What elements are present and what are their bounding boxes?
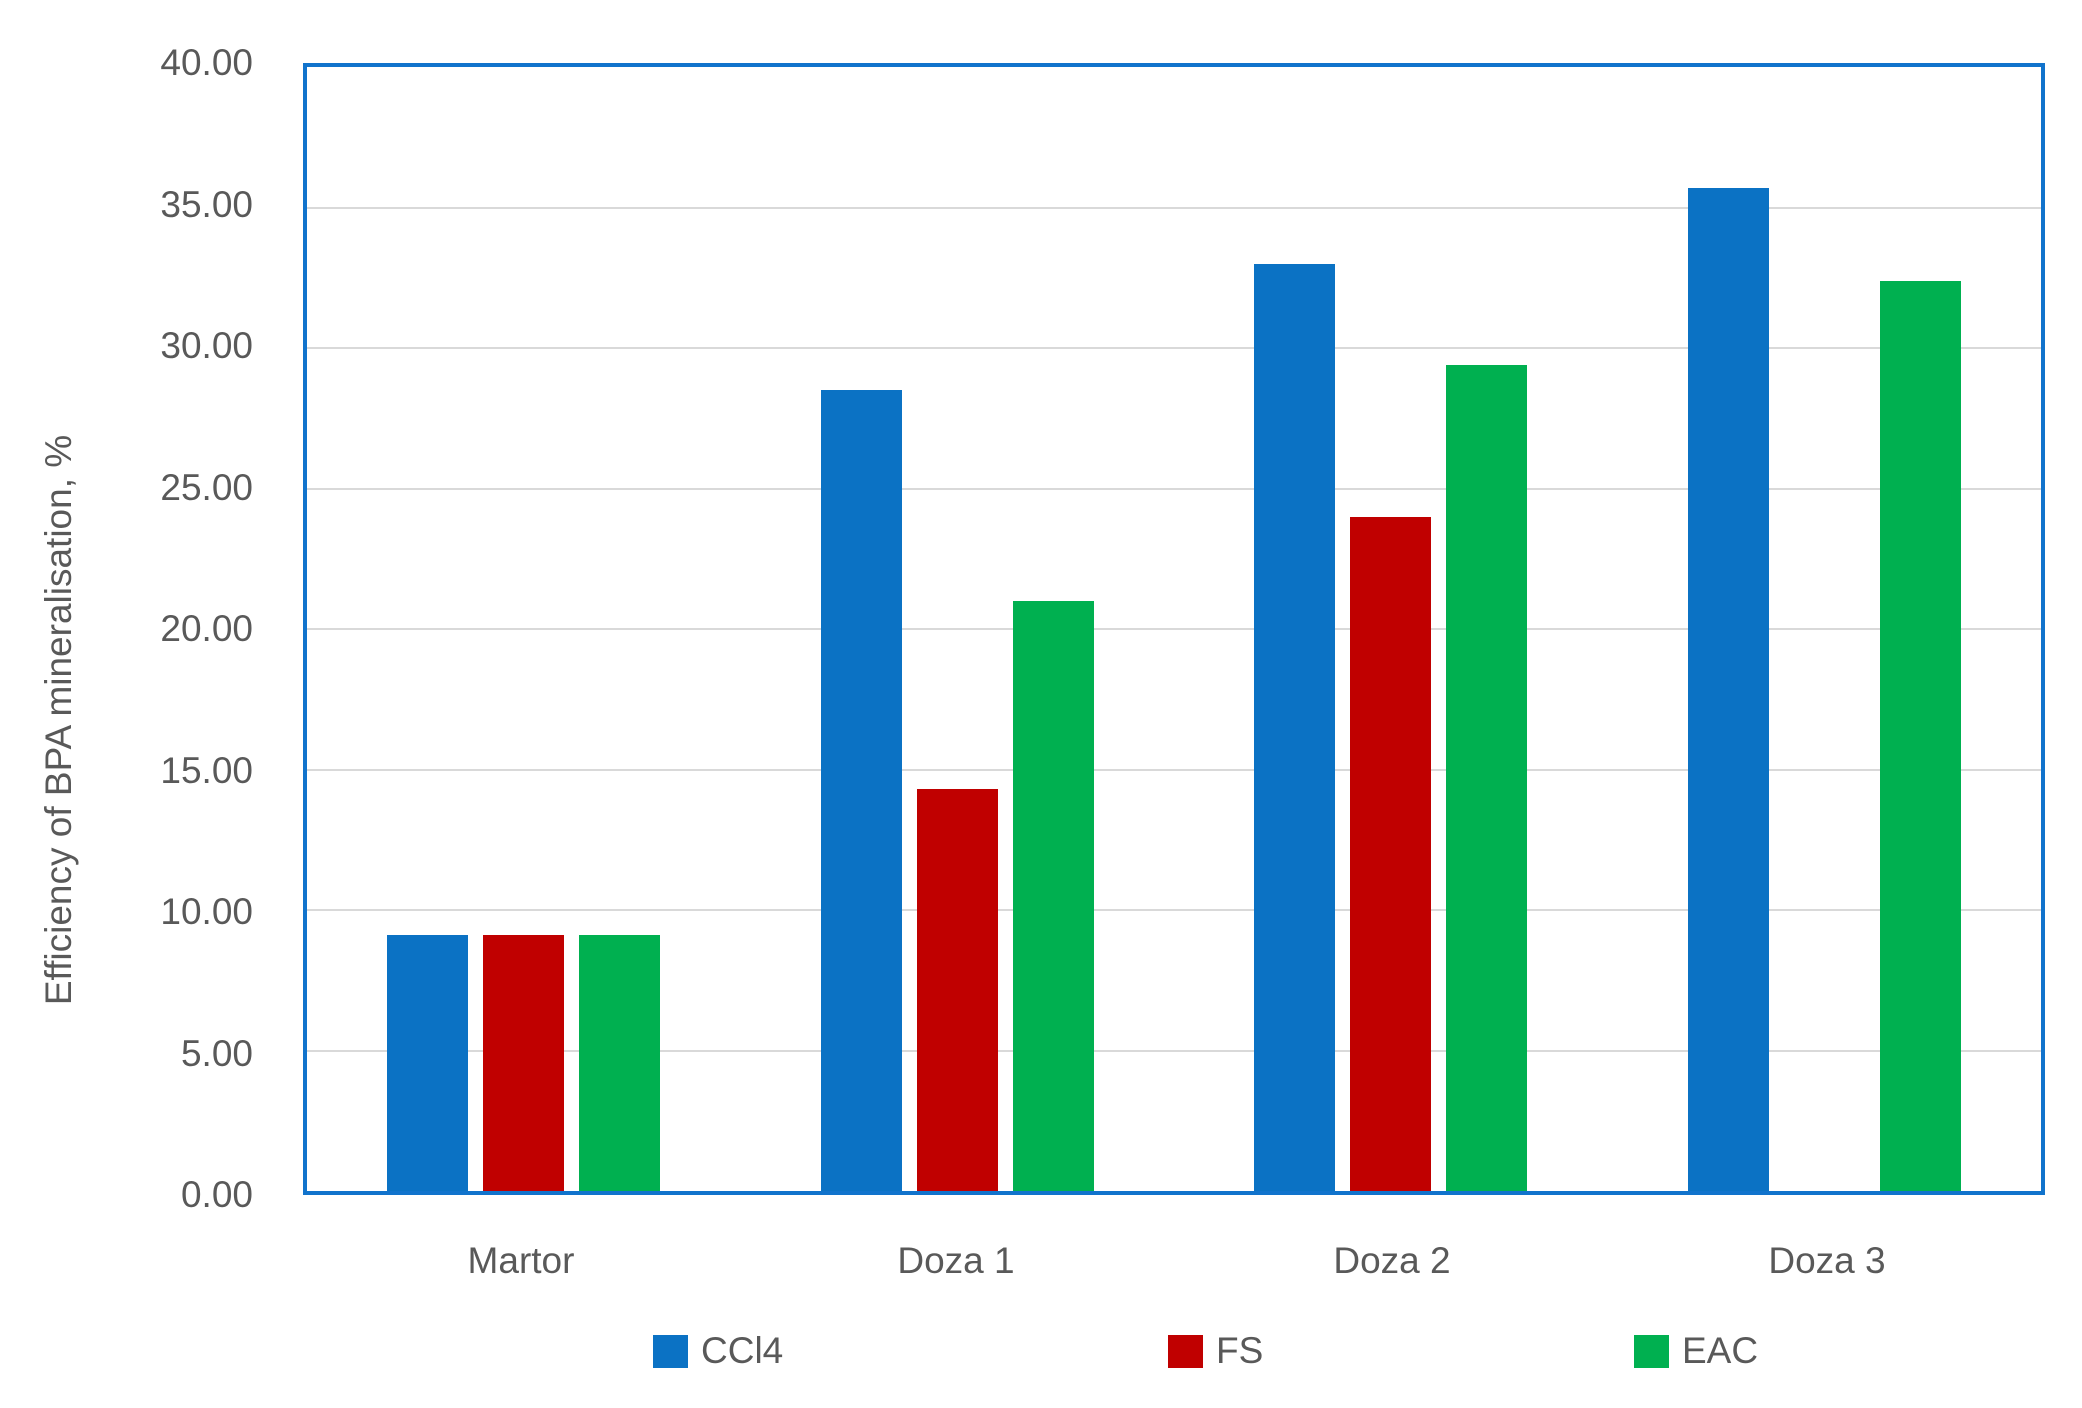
- y-tick-label-0.00: 0.00: [180, 1174, 253, 1215]
- bar-group-martor: [307, 67, 741, 1191]
- legend-item-ccl4: CCl4: [653, 1328, 783, 1374]
- gridline: [307, 768, 2041, 771]
- bar-eac-doza-1: [1012, 601, 1094, 1191]
- bar-ccl4-doza-1: [820, 390, 902, 1191]
- legend-swatch-ccl4: [653, 1334, 688, 1368]
- y-tick-label-25.00: 25.00: [160, 467, 253, 508]
- bar-fs-doza-1: [916, 789, 998, 1191]
- legend-label-fs: FS: [1216, 1330, 1264, 1371]
- bar-eac-doza-2: [1446, 365, 1528, 1191]
- bar-ccl4-doza-2: [1254, 264, 1336, 1191]
- bar-ccl4-doza-3: [1687, 188, 1769, 1191]
- y-tick-label-30.00: 30.00: [160, 325, 253, 366]
- bar-fs-martor: [483, 935, 565, 1191]
- y-tick-label-10.00: 10.00: [160, 891, 253, 932]
- gridline: [307, 909, 2041, 911]
- gridline: [307, 347, 2041, 349]
- y-tick-label-40.00: 40.00: [160, 42, 253, 83]
- y-tick-label-20.00: 20.00: [160, 608, 253, 649]
- bar-group-doza-3: [1608, 67, 2042, 1191]
- legend-item-fs: FS: [1168, 1328, 1263, 1374]
- bar-group-doza-1: [741, 67, 1175, 1191]
- gridline: [307, 1049, 2041, 1052]
- bar-groups: [307, 67, 2041, 1191]
- legend-label-ccl4: CCl4: [701, 1330, 784, 1371]
- legend-swatch-eac: [1634, 1334, 1669, 1368]
- legend-item-eac: EAC: [1634, 1328, 1758, 1374]
- bar-ccl4-martor: [387, 935, 469, 1191]
- y-axis-title: Efficiency of BPA mineralisation, %: [38, 434, 79, 1006]
- x-category-label-martor: Martor: [467, 1240, 575, 1281]
- x-category-label-doza-3: Doza 3: [1768, 1240, 1886, 1281]
- gridline: [307, 628, 2041, 630]
- bar-eac-doza-3: [1879, 281, 1961, 1191]
- x-category-label-doza-1: Doza 1: [897, 1240, 1015, 1281]
- gridline: [307, 487, 2041, 490]
- legend-swatch-fs: [1168, 1334, 1203, 1368]
- legend-label-eac: EAC: [1682, 1330, 1759, 1371]
- y-tick-label-15.00: 15.00: [160, 750, 253, 791]
- bar-group-doza-2: [1174, 67, 1608, 1191]
- y-tick-label-5.00: 5.00: [180, 1033, 253, 1074]
- x-category-label-doza-2: Doza 2: [1333, 1240, 1451, 1281]
- y-tick-label-35.00: 35.00: [160, 184, 253, 225]
- plot-area: [303, 63, 2045, 1195]
- gridline: [307, 206, 2041, 209]
- bar-fs-doza-2: [1350, 517, 1432, 1191]
- bar-eac-martor: [579, 935, 661, 1191]
